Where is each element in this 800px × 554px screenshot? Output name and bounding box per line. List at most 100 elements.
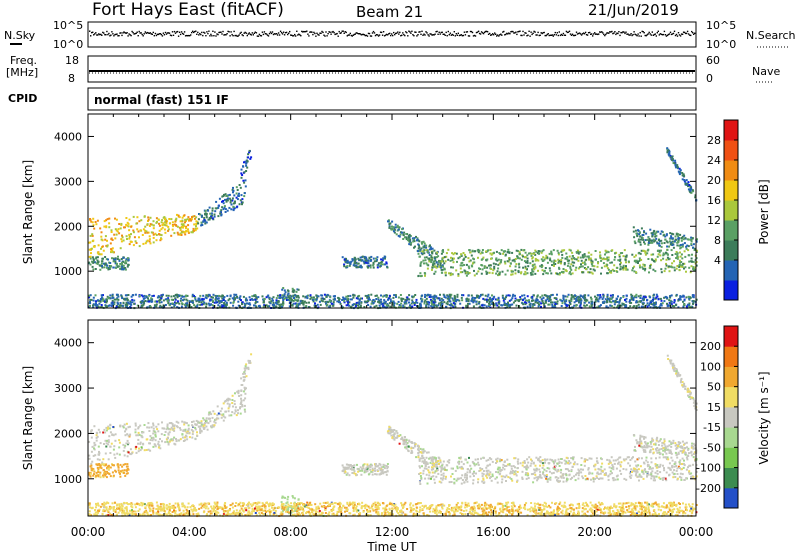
- power-point: [312, 299, 315, 302]
- power-point: [489, 264, 492, 267]
- noise-point: [178, 31, 181, 33]
- power-point: [248, 296, 251, 299]
- power-point: [551, 305, 554, 308]
- velocity-point: [213, 424, 216, 427]
- power-point: [118, 223, 121, 225]
- noise-point: [423, 33, 425, 35]
- power-point: [254, 294, 257, 296]
- noise-point: [355, 32, 357, 34]
- power-point: [387, 297, 390, 300]
- power-point: [149, 306, 152, 309]
- power-point: [115, 298, 118, 301]
- power-point: [630, 296, 633, 299]
- noise-point: [642, 31, 644, 33]
- power-point: [557, 258, 560, 261]
- power-point: [435, 252, 438, 255]
- power-point: [312, 296, 315, 299]
- velocity-point: [205, 419, 208, 422]
- velocity-point: [204, 422, 206, 425]
- velocity-point: [222, 419, 225, 422]
- power-point: [105, 305, 108, 308]
- power-point: [213, 213, 216, 216]
- power-point: [100, 304, 103, 306]
- power-point: [487, 299, 490, 301]
- noise-point: [139, 32, 141, 34]
- power-point: [314, 298, 317, 301]
- power-point: [524, 267, 527, 270]
- power-point: [355, 264, 358, 267]
- power-point: [120, 304, 123, 307]
- power-point: [202, 220, 205, 223]
- power-point: [356, 295, 359, 298]
- velocity-point: [107, 468, 110, 471]
- power-point: [202, 300, 205, 303]
- power-point: [669, 296, 672, 299]
- power-point: [305, 305, 308, 307]
- power-point: [373, 260, 376, 263]
- power-point: [160, 228, 163, 231]
- power-point: [476, 296, 479, 299]
- velocity-point: [100, 467, 103, 470]
- noise-point: [141, 33, 143, 36]
- power-point: [200, 224, 203, 227]
- power-point: [676, 255, 679, 258]
- velocity-point: [139, 442, 142, 445]
- power-point: [99, 264, 102, 267]
- power-point: [599, 294, 602, 296]
- power-point: [692, 243, 695, 246]
- power-point: [560, 262, 562, 265]
- power-point: [153, 304, 156, 307]
- power-point: [668, 245, 670, 248]
- power-point: [451, 304, 454, 307]
- power-point: [130, 225, 133, 228]
- velocity-point: [93, 448, 96, 451]
- noise-point: [430, 33, 432, 35]
- power-point: [219, 210, 222, 213]
- power-point: [181, 224, 184, 227]
- power-point: [134, 293, 137, 296]
- power-point: [127, 263, 130, 266]
- power-point: [669, 299, 672, 302]
- power-point: [224, 208, 227, 211]
- power-point: [325, 295, 328, 298]
- noise-point: [619, 34, 621, 37]
- power-point: [635, 305, 638, 308]
- noise-point: [307, 33, 309, 35]
- freq-panel-frame: [87, 55, 697, 83]
- power-point: [188, 219, 190, 222]
- velocity-point: [107, 443, 110, 446]
- power-point: [518, 251, 521, 254]
- power-point: [375, 298, 378, 300]
- power-point: [241, 203, 243, 206]
- noise-point: [108, 32, 110, 35]
- noise-point: [555, 34, 557, 36]
- power-point: [552, 262, 555, 265]
- power-point: [451, 252, 454, 255]
- power-point: [495, 250, 498, 253]
- velocity-point: [236, 390, 239, 393]
- power-point: [451, 259, 454, 262]
- power-point: [160, 301, 163, 304]
- power-point: [211, 299, 214, 302]
- velocity-point: [186, 432, 189, 435]
- power-point: [560, 271, 563, 274]
- noise-point: [385, 33, 388, 36]
- power-point: [404, 236, 407, 239]
- power-point: [587, 257, 590, 260]
- power-point: [643, 241, 645, 244]
- power-point: [487, 293, 490, 296]
- power-point: [637, 229, 639, 232]
- power-point: [486, 258, 489, 261]
- power-point: [611, 268, 614, 271]
- power-point: [571, 258, 574, 261]
- power-point: [575, 266, 578, 269]
- noise-point: [631, 34, 633, 37]
- power-point: [123, 267, 126, 269]
- power-point: [349, 262, 352, 265]
- velocity-point: [97, 470, 99, 472]
- power-point: [393, 305, 396, 308]
- power-point: [150, 231, 153, 234]
- noise-point: [671, 33, 674, 35]
- power-point: [684, 266, 687, 269]
- power-point: [556, 272, 558, 275]
